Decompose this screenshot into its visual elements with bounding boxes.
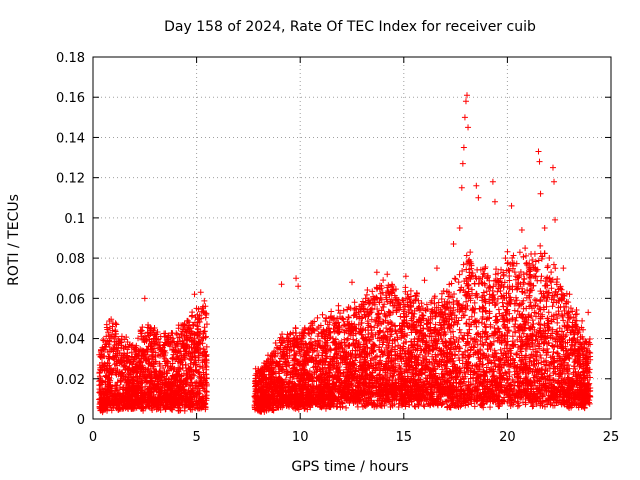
data-point	[455, 279, 462, 286]
data-point	[343, 404, 350, 411]
data-point	[552, 265, 559, 272]
data-point	[201, 297, 208, 304]
data-point	[536, 305, 543, 312]
data-point	[497, 346, 504, 353]
data-point	[172, 342, 179, 349]
data-point	[150, 335, 157, 342]
data-point	[549, 343, 556, 350]
data-point	[314, 314, 321, 321]
data-point	[335, 307, 342, 314]
chart-title: Day 158 of 2024, Rate Of TEC Index for r…	[164, 19, 536, 35]
data-point	[99, 336, 106, 343]
data-point	[169, 360, 176, 367]
data-point	[513, 351, 520, 358]
data-point	[109, 323, 116, 330]
data-point	[468, 313, 475, 320]
data-point	[550, 261, 557, 268]
data-point	[463, 298, 470, 305]
data-point	[397, 313, 404, 320]
data-point	[177, 330, 184, 337]
data-point	[169, 339, 176, 346]
data-point	[407, 287, 414, 294]
data-point	[460, 261, 467, 268]
data-point	[549, 303, 556, 310]
data-point	[463, 266, 470, 273]
data-point	[272, 339, 279, 346]
data-point	[113, 321, 120, 328]
data-point	[495, 306, 502, 313]
data-point	[197, 328, 204, 335]
data-point	[188, 313, 195, 320]
data-point	[452, 276, 459, 283]
data-point	[145, 365, 152, 372]
data-point	[522, 245, 529, 252]
data-point	[554, 275, 561, 282]
data-point	[380, 277, 387, 284]
data-point	[494, 288, 501, 295]
data-point	[188, 344, 195, 351]
data-point	[546, 255, 553, 262]
grid-lines	[93, 57, 611, 419]
data-point	[532, 258, 539, 265]
data-point	[169, 355, 176, 362]
data-point	[543, 298, 550, 305]
data-point	[530, 320, 537, 327]
data-points	[96, 92, 594, 416]
